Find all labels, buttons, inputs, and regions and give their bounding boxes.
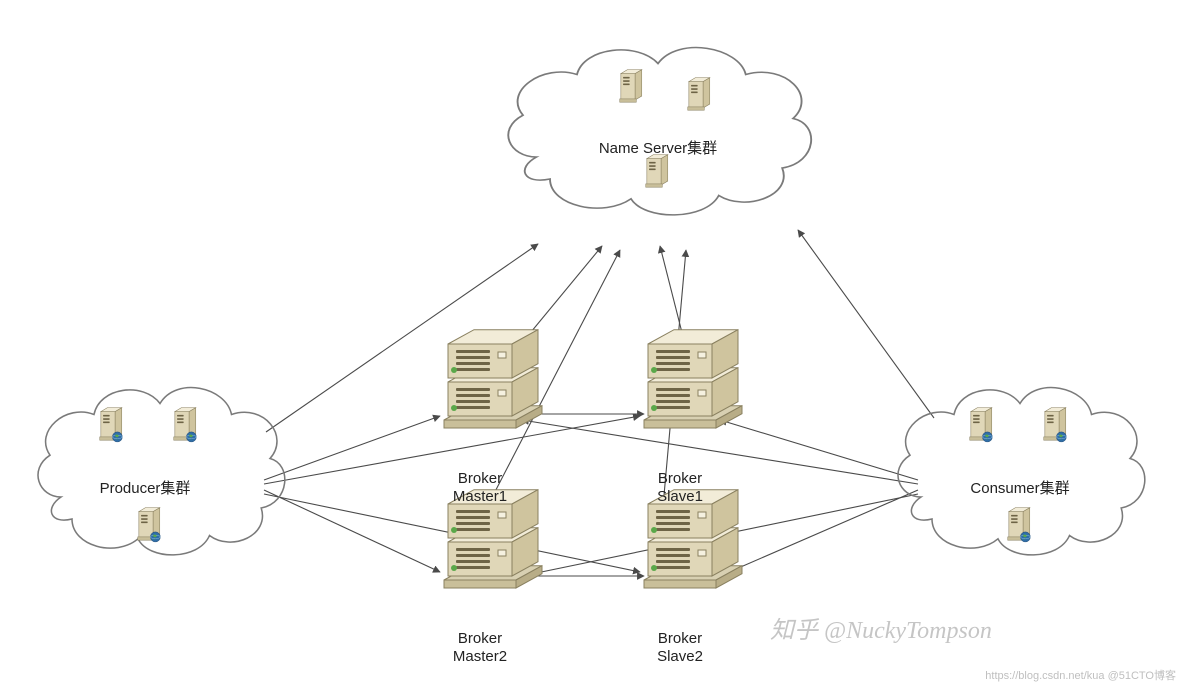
- connector-line: [798, 230, 934, 418]
- server-icon-ns1: [620, 70, 642, 103]
- server-icon-p1: [100, 408, 123, 442]
- connector-line: [720, 490, 918, 576]
- server-icon-c2: [1044, 408, 1067, 442]
- cloud-producer: [38, 388, 285, 555]
- server-icon-c3: [1008, 508, 1031, 542]
- watermark-footer: https://blog.csdn.net/kua @51CTO博客: [985, 667, 1176, 683]
- cloud-nameserver: [508, 48, 811, 215]
- broker-server-icon-bs1: [644, 330, 742, 428]
- diagram-canvas: [0, 0, 1184, 689]
- connector-line: [264, 490, 440, 572]
- consumer-label: Consumer集群: [970, 480, 1069, 498]
- watermark-main: 知乎 @NuckyTompson: [770, 610, 992, 645]
- server-icon-ns3: [646, 155, 668, 188]
- broker-slave2-label: Broker Slave2: [657, 630, 703, 666]
- broker-master1-label: Broker Master1: [453, 470, 507, 506]
- connector-line: [522, 420, 918, 484]
- broker-server-icon-bm1: [444, 330, 542, 428]
- server-icon-p2: [174, 408, 197, 442]
- server-icon-ns2: [688, 78, 710, 111]
- broker-master2-label: Broker Master2: [453, 630, 507, 666]
- connector-line: [264, 416, 440, 480]
- producer-label: Producer集群: [100, 480, 191, 498]
- broker-slave1-label: Broker Slave1: [657, 470, 703, 506]
- nameserver-label: Name Server集群: [599, 140, 717, 158]
- connector-line: [720, 420, 918, 480]
- server-icon-p3: [138, 508, 161, 542]
- server-icon-c1: [970, 408, 993, 442]
